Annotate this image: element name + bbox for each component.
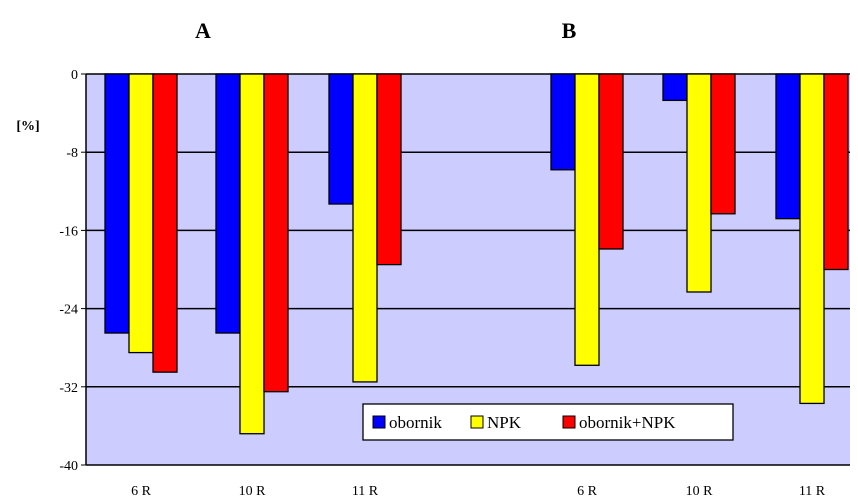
y-axis-label: [%] bbox=[16, 119, 39, 134]
y-tick-label: -16 bbox=[59, 224, 78, 239]
panel-title: A bbox=[195, 18, 211, 43]
x-tick-label: 10 R bbox=[239, 484, 267, 499]
x-tick-label: 11 R bbox=[352, 484, 379, 499]
bar-npk bbox=[129, 74, 153, 353]
x-tick-label: 6 R bbox=[577, 484, 598, 499]
bar-obornik-plus-npk bbox=[711, 74, 735, 214]
bar-obornik bbox=[216, 74, 240, 333]
legend-swatch bbox=[563, 416, 575, 428]
legend-label: obornik bbox=[389, 413, 442, 432]
y-tick-label: -40 bbox=[59, 459, 78, 474]
y-tick-label: -24 bbox=[59, 303, 78, 318]
legend-swatch bbox=[373, 416, 385, 428]
bar-obornik bbox=[329, 74, 353, 204]
legend-label: NPK bbox=[487, 413, 522, 432]
y-tick-label: -8 bbox=[66, 146, 78, 161]
bar-obornik-plus-npk bbox=[599, 74, 623, 249]
bar-npk bbox=[353, 74, 377, 382]
x-tick-label: 11 R bbox=[799, 484, 826, 499]
bar-obornik bbox=[776, 74, 800, 219]
bar-npk bbox=[687, 74, 711, 292]
bar-npk bbox=[240, 74, 264, 434]
bar-npk bbox=[800, 74, 824, 403]
bar-obornik-plus-npk bbox=[377, 74, 401, 265]
bar-obornik-plus-npk bbox=[824, 74, 848, 270]
bar-npk bbox=[575, 74, 599, 365]
panel-title: B bbox=[562, 18, 577, 43]
legend-label: obornik+NPK bbox=[579, 413, 676, 432]
y-tick-label: -32 bbox=[59, 381, 78, 396]
bar-obornik bbox=[105, 74, 129, 333]
bar-obornik bbox=[551, 74, 575, 170]
x-tick-label: 10 R bbox=[686, 484, 714, 499]
bar-obornik bbox=[663, 74, 687, 100]
x-tick-label: 6 R bbox=[131, 484, 152, 499]
bar-obornik-plus-npk bbox=[264, 74, 288, 392]
bar-obornik-plus-npk bbox=[153, 74, 177, 372]
y-tick-label: 0 bbox=[71, 68, 78, 83]
legend-swatch bbox=[471, 416, 483, 428]
